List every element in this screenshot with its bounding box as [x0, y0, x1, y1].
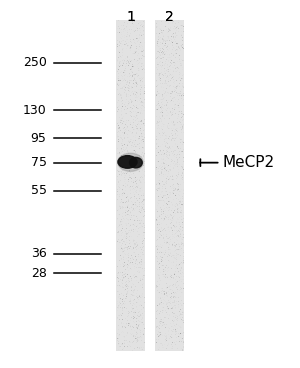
Bar [116, 20, 145, 351]
Text: 75: 75 [31, 156, 46, 169]
Text: MeCP2: MeCP2 [222, 155, 274, 170]
Text: 2: 2 [165, 10, 174, 24]
Ellipse shape [118, 153, 143, 171]
Text: 1: 1 [126, 10, 135, 24]
Text: 55: 55 [31, 184, 46, 197]
Text: 250: 250 [22, 56, 46, 69]
Text: 130: 130 [23, 104, 46, 117]
Text: 36: 36 [31, 247, 46, 261]
Text: 1: 1 [126, 10, 135, 24]
Text: 95: 95 [31, 131, 46, 145]
Text: 28: 28 [31, 266, 46, 280]
Text: 2: 2 [165, 10, 174, 24]
Ellipse shape [130, 158, 142, 168]
Bar [155, 20, 184, 351]
Ellipse shape [118, 156, 137, 168]
